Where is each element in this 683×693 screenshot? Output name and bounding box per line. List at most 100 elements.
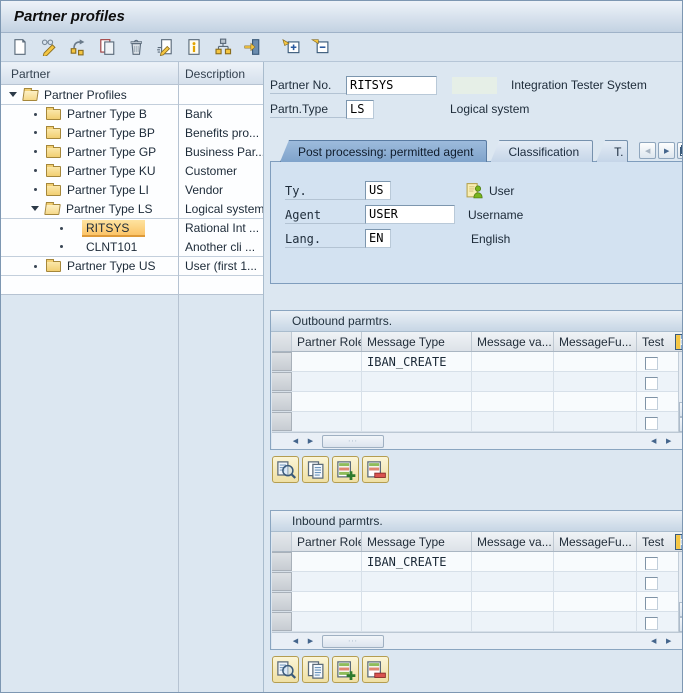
copy-icon[interactable]	[97, 37, 117, 57]
scroll-right-icon[interactable]: ▶	[307, 638, 314, 645]
partner-type-input[interactable]: LS	[346, 99, 374, 119]
vertical-scrollbar[interactable]: ▲ ▼	[678, 552, 682, 632]
horizontal-scrollbar[interactable]: ◀ ▶ ∙∙∙ ◀ ▶	[272, 632, 682, 649]
tree-column-divider[interactable]	[178, 62, 179, 692]
outbound-row-4[interactable]	[272, 412, 682, 432]
col-message-function[interactable]: MessageFu...	[554, 332, 637, 351]
copy-row-button[interactable]	[302, 656, 329, 683]
tree-row-type-li[interactable]: Partner Type LI Vendor	[1, 180, 263, 199]
scrollbar-thumb[interactable]: ∙∙∙	[322, 434, 384, 448]
delete-row-button[interactable]	[362, 456, 389, 483]
row-select-cell[interactable]	[272, 612, 292, 631]
table-config-icon[interactable]	[675, 334, 682, 351]
col-partner-role[interactable]: Partner Role	[292, 332, 362, 351]
tree-row-type-gp[interactable]: Partner Type GP Business Par...	[1, 142, 263, 161]
row-select-cell[interactable]	[272, 392, 292, 411]
col-message-type[interactable]: Message Type	[362, 332, 472, 351]
test-checkbox[interactable]	[645, 557, 658, 570]
details-button[interactable]	[272, 656, 299, 683]
vertical-scrollbar[interactable]: ▲ ▼	[678, 352, 682, 432]
row-select-cell[interactable]	[272, 372, 292, 391]
agent-type-input[interactable]: US	[365, 181, 391, 200]
tab-classification[interactable]: Classification	[490, 140, 594, 162]
row-select-cell[interactable]	[272, 592, 292, 611]
inbound-row-2[interactable]	[272, 572, 682, 592]
inbound-row-1[interactable]: IBAN_CREATE	[272, 552, 682, 572]
select-all-cell[interactable]	[272, 332, 292, 351]
info-document-icon[interactable]	[184, 37, 204, 57]
expand-arrow-icon[interactable]	[9, 92, 17, 97]
tree-row-type-b[interactable]: Partner Type B Bank	[1, 104, 263, 123]
hierarchy-icon[interactable]	[213, 37, 233, 57]
agent-input[interactable]: USER	[365, 205, 455, 224]
language-input[interactable]: EN	[365, 229, 391, 248]
edit-document-icon[interactable]	[155, 37, 175, 57]
scroll-right-icon[interactable]: ▶	[307, 438, 314, 445]
delete-icon[interactable]	[126, 37, 146, 57]
tree-row-type-us[interactable]: Partner Type US User (first 1...	[1, 256, 263, 275]
tab-truncated[interactable]: T.	[596, 140, 629, 162]
scroll-up-icon[interactable]: ▲	[679, 402, 682, 417]
insert-row-button[interactable]	[332, 656, 359, 683]
row-select-cell[interactable]	[272, 552, 292, 571]
scroll-right-icon[interactable]: ▶	[665, 638, 672, 645]
test-checkbox[interactable]	[645, 617, 658, 630]
details-button[interactable]	[272, 456, 299, 483]
inbound-row-3[interactable]	[272, 592, 682, 612]
tab-scroll-left-icon[interactable]: ◀	[639, 142, 657, 159]
exit-icon[interactable]	[242, 37, 262, 57]
inbound-row-4[interactable]	[272, 612, 682, 632]
scroll-left-icon[interactable]: ◀	[292, 638, 299, 645]
scroll-left-icon[interactable]: ◀	[650, 638, 657, 645]
scroll-down-icon[interactable]: ▼	[679, 617, 682, 632]
col-partner-role[interactable]: Partner Role	[292, 532, 362, 551]
scroll-up-icon[interactable]: ▲	[679, 602, 682, 617]
test-checkbox[interactable]	[645, 397, 658, 410]
scroll-right-icon[interactable]: ▶	[665, 438, 672, 445]
col-message-function[interactable]: MessageFu...	[554, 532, 637, 551]
collapse-all-icon[interactable]	[310, 37, 330, 57]
outbound-row-3[interactable]	[272, 392, 682, 412]
test-checkbox[interactable]	[645, 417, 658, 430]
scroll-left-icon[interactable]: ◀	[650, 438, 657, 445]
tab-fullscreen-icon[interactable]	[677, 142, 682, 159]
message-type-value[interactable]: IBAN_CREATE	[362, 352, 472, 371]
message-type-value[interactable]: IBAN_CREATE	[362, 552, 472, 571]
expand-all-icon[interactable]	[281, 37, 301, 57]
table-config-icon[interactable]	[675, 534, 682, 551]
scroll-down-icon[interactable]: ▼	[679, 417, 682, 432]
row-select-cell[interactable]	[272, 352, 292, 371]
outbound-row-2[interactable]	[272, 372, 682, 392]
horizontal-scrollbar[interactable]: ◀ ▶ ∙∙∙ ◀ ▶	[272, 432, 682, 449]
col-message-variant[interactable]: Message va...	[472, 532, 554, 551]
col-message-variant[interactable]: Message va...	[472, 332, 554, 351]
scrollbar-thumb[interactable]: ∙∙∙	[322, 634, 384, 648]
test-checkbox[interactable]	[645, 577, 658, 590]
select-all-cell[interactable]	[272, 532, 292, 551]
scroll-left-icon[interactable]: ◀	[292, 438, 299, 445]
row-select-cell[interactable]	[272, 412, 292, 431]
test-checkbox[interactable]	[645, 597, 658, 610]
row-select-cell[interactable]	[272, 572, 292, 591]
delete-row-button[interactable]	[362, 656, 389, 683]
tree-row-type-ku[interactable]: Partner Type KU Customer	[1, 161, 263, 180]
partner-no-input[interactable]: RITSYS	[346, 75, 437, 95]
display-change-icon[interactable]	[39, 37, 59, 57]
copy-row-button[interactable]	[302, 456, 329, 483]
tab-post-processing[interactable]: Post processing: permitted agent	[280, 140, 488, 162]
test-checkbox[interactable]	[645, 357, 658, 370]
col-test[interactable]: Test	[637, 532, 682, 551]
tree-row-clnt101[interactable]: CLNT101 Another cli ...	[1, 237, 263, 256]
tree-row-type-bp[interactable]: Partner Type BP Benefits pro...	[1, 123, 263, 142]
expand-arrow-icon[interactable]	[31, 206, 39, 211]
insert-row-button[interactable]	[332, 456, 359, 483]
tree-row-partner-profiles[interactable]: Partner Profiles	[1, 85, 263, 104]
col-message-type[interactable]: Message Type	[362, 532, 472, 551]
copy-object-icon[interactable]	[68, 37, 88, 57]
create-icon[interactable]	[10, 37, 30, 57]
tree-row-ritsys[interactable]: RITSYS Rational Int ...	[1, 218, 263, 237]
col-test[interactable]: Test	[637, 332, 682, 351]
tree-row-type-ls[interactable]: Partner Type LS Logical system	[1, 199, 263, 218]
tab-scroll-right-icon[interactable]: ▶	[658, 142, 676, 159]
test-checkbox[interactable]	[645, 377, 658, 390]
